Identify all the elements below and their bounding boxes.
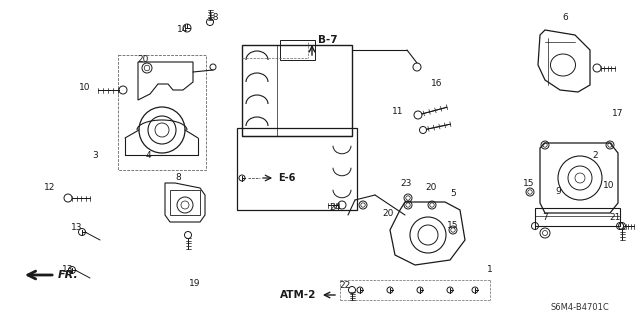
Text: 17: 17 <box>612 108 624 117</box>
Text: FR.: FR. <box>58 270 79 280</box>
Text: 5: 5 <box>450 189 456 197</box>
Text: 18: 18 <box>208 13 220 23</box>
Text: 20: 20 <box>382 209 394 218</box>
Text: 15: 15 <box>524 179 535 188</box>
Text: 2: 2 <box>592 151 598 160</box>
Bar <box>280 40 315 60</box>
Text: 15: 15 <box>447 220 459 229</box>
Text: 24: 24 <box>330 204 340 212</box>
Text: 10: 10 <box>79 84 91 93</box>
Text: 12: 12 <box>44 183 56 192</box>
Text: E-6: E-6 <box>278 173 296 183</box>
Text: B-7: B-7 <box>318 35 338 45</box>
Text: 1: 1 <box>487 265 493 275</box>
Text: 9: 9 <box>555 188 561 197</box>
Text: 23: 23 <box>400 179 412 188</box>
Text: 3: 3 <box>92 151 98 160</box>
Text: 20: 20 <box>138 56 148 64</box>
Bar <box>170 190 200 215</box>
Text: ATM-2: ATM-2 <box>280 290 316 300</box>
Text: 20: 20 <box>426 183 436 192</box>
Bar <box>118 55 206 170</box>
Text: 4: 4 <box>145 151 151 160</box>
Text: 13: 13 <box>71 224 83 233</box>
Text: 16: 16 <box>431 78 443 87</box>
Text: 7: 7 <box>542 213 548 222</box>
Text: 8: 8 <box>175 174 181 182</box>
Text: 21: 21 <box>609 213 621 222</box>
Text: 11: 11 <box>392 108 404 116</box>
Text: 22: 22 <box>339 280 351 290</box>
Text: 6: 6 <box>562 13 568 23</box>
Text: S6M4-B4701C: S6M4-B4701C <box>550 303 609 313</box>
Text: 19: 19 <box>189 278 201 287</box>
Text: 10: 10 <box>604 181 615 189</box>
Bar <box>535 208 620 226</box>
Text: 13: 13 <box>62 265 74 275</box>
Text: 14: 14 <box>177 26 189 34</box>
